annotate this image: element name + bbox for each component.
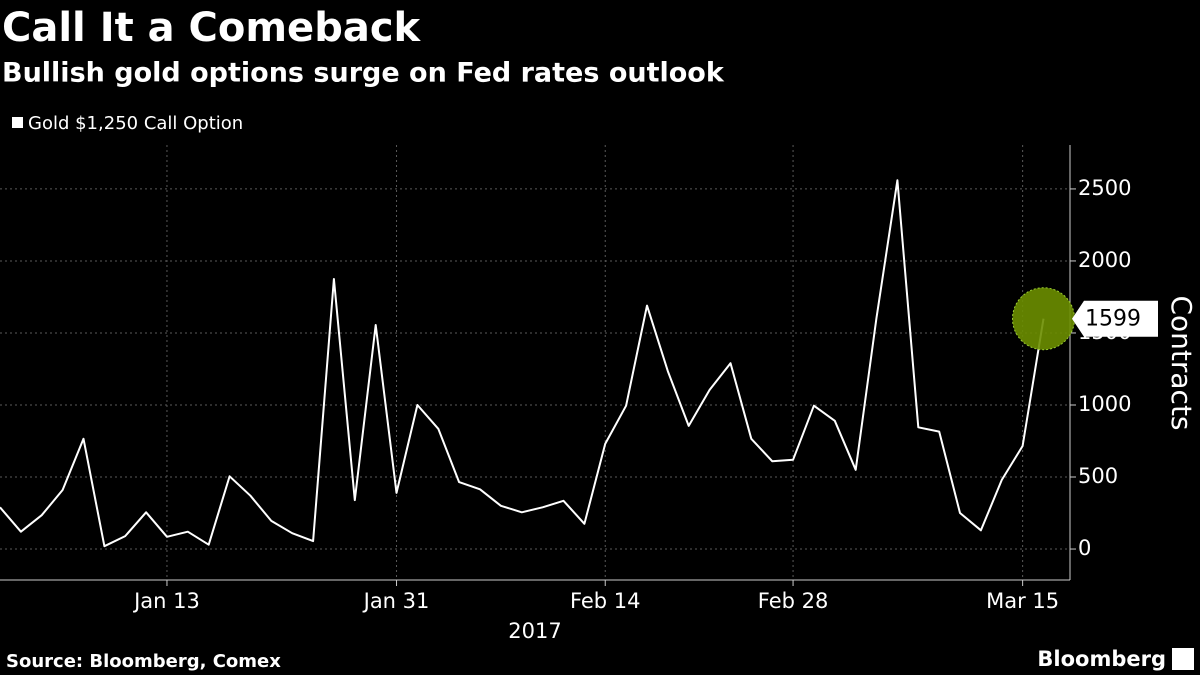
chart-title: Call It a Comeback [2, 5, 422, 51]
last-value-box [1072, 300, 1158, 337]
series-line [0, 179, 1045, 548]
x-tick-label: Mar 15 [986, 589, 1059, 613]
y-tick-label: 500 [1078, 464, 1118, 488]
y-tick-label: 1000 [1078, 392, 1131, 416]
y-tick-label: 2000 [1078, 248, 1131, 272]
x-tick-label: Jan 13 [132, 589, 200, 613]
y-tick-label: 0 [1078, 536, 1091, 560]
y-axis-label: Contracts [1165, 295, 1198, 430]
last-value-label: 1599 [1085, 307, 1141, 332]
legend-label: Gold $1,250 Call Option [28, 113, 243, 134]
brand: Bloomberg [1037, 647, 1166, 671]
y-tick-label: 2500 [1078, 176, 1131, 200]
highlight-marker [1012, 287, 1075, 351]
source-note: Source: Bloomberg, Comex [6, 651, 281, 672]
x-tick-label: Feb 14 [570, 589, 641, 613]
x-axis-label: 2017 [508, 619, 561, 643]
chart-subtitle: Bullish gold options surge on Fed rates … [2, 58, 725, 89]
brand-logo [1172, 648, 1194, 670]
x-tick-label: Feb 28 [758, 589, 829, 613]
legend-swatch [12, 117, 23, 128]
x-tick-label: Jan 31 [362, 589, 430, 613]
